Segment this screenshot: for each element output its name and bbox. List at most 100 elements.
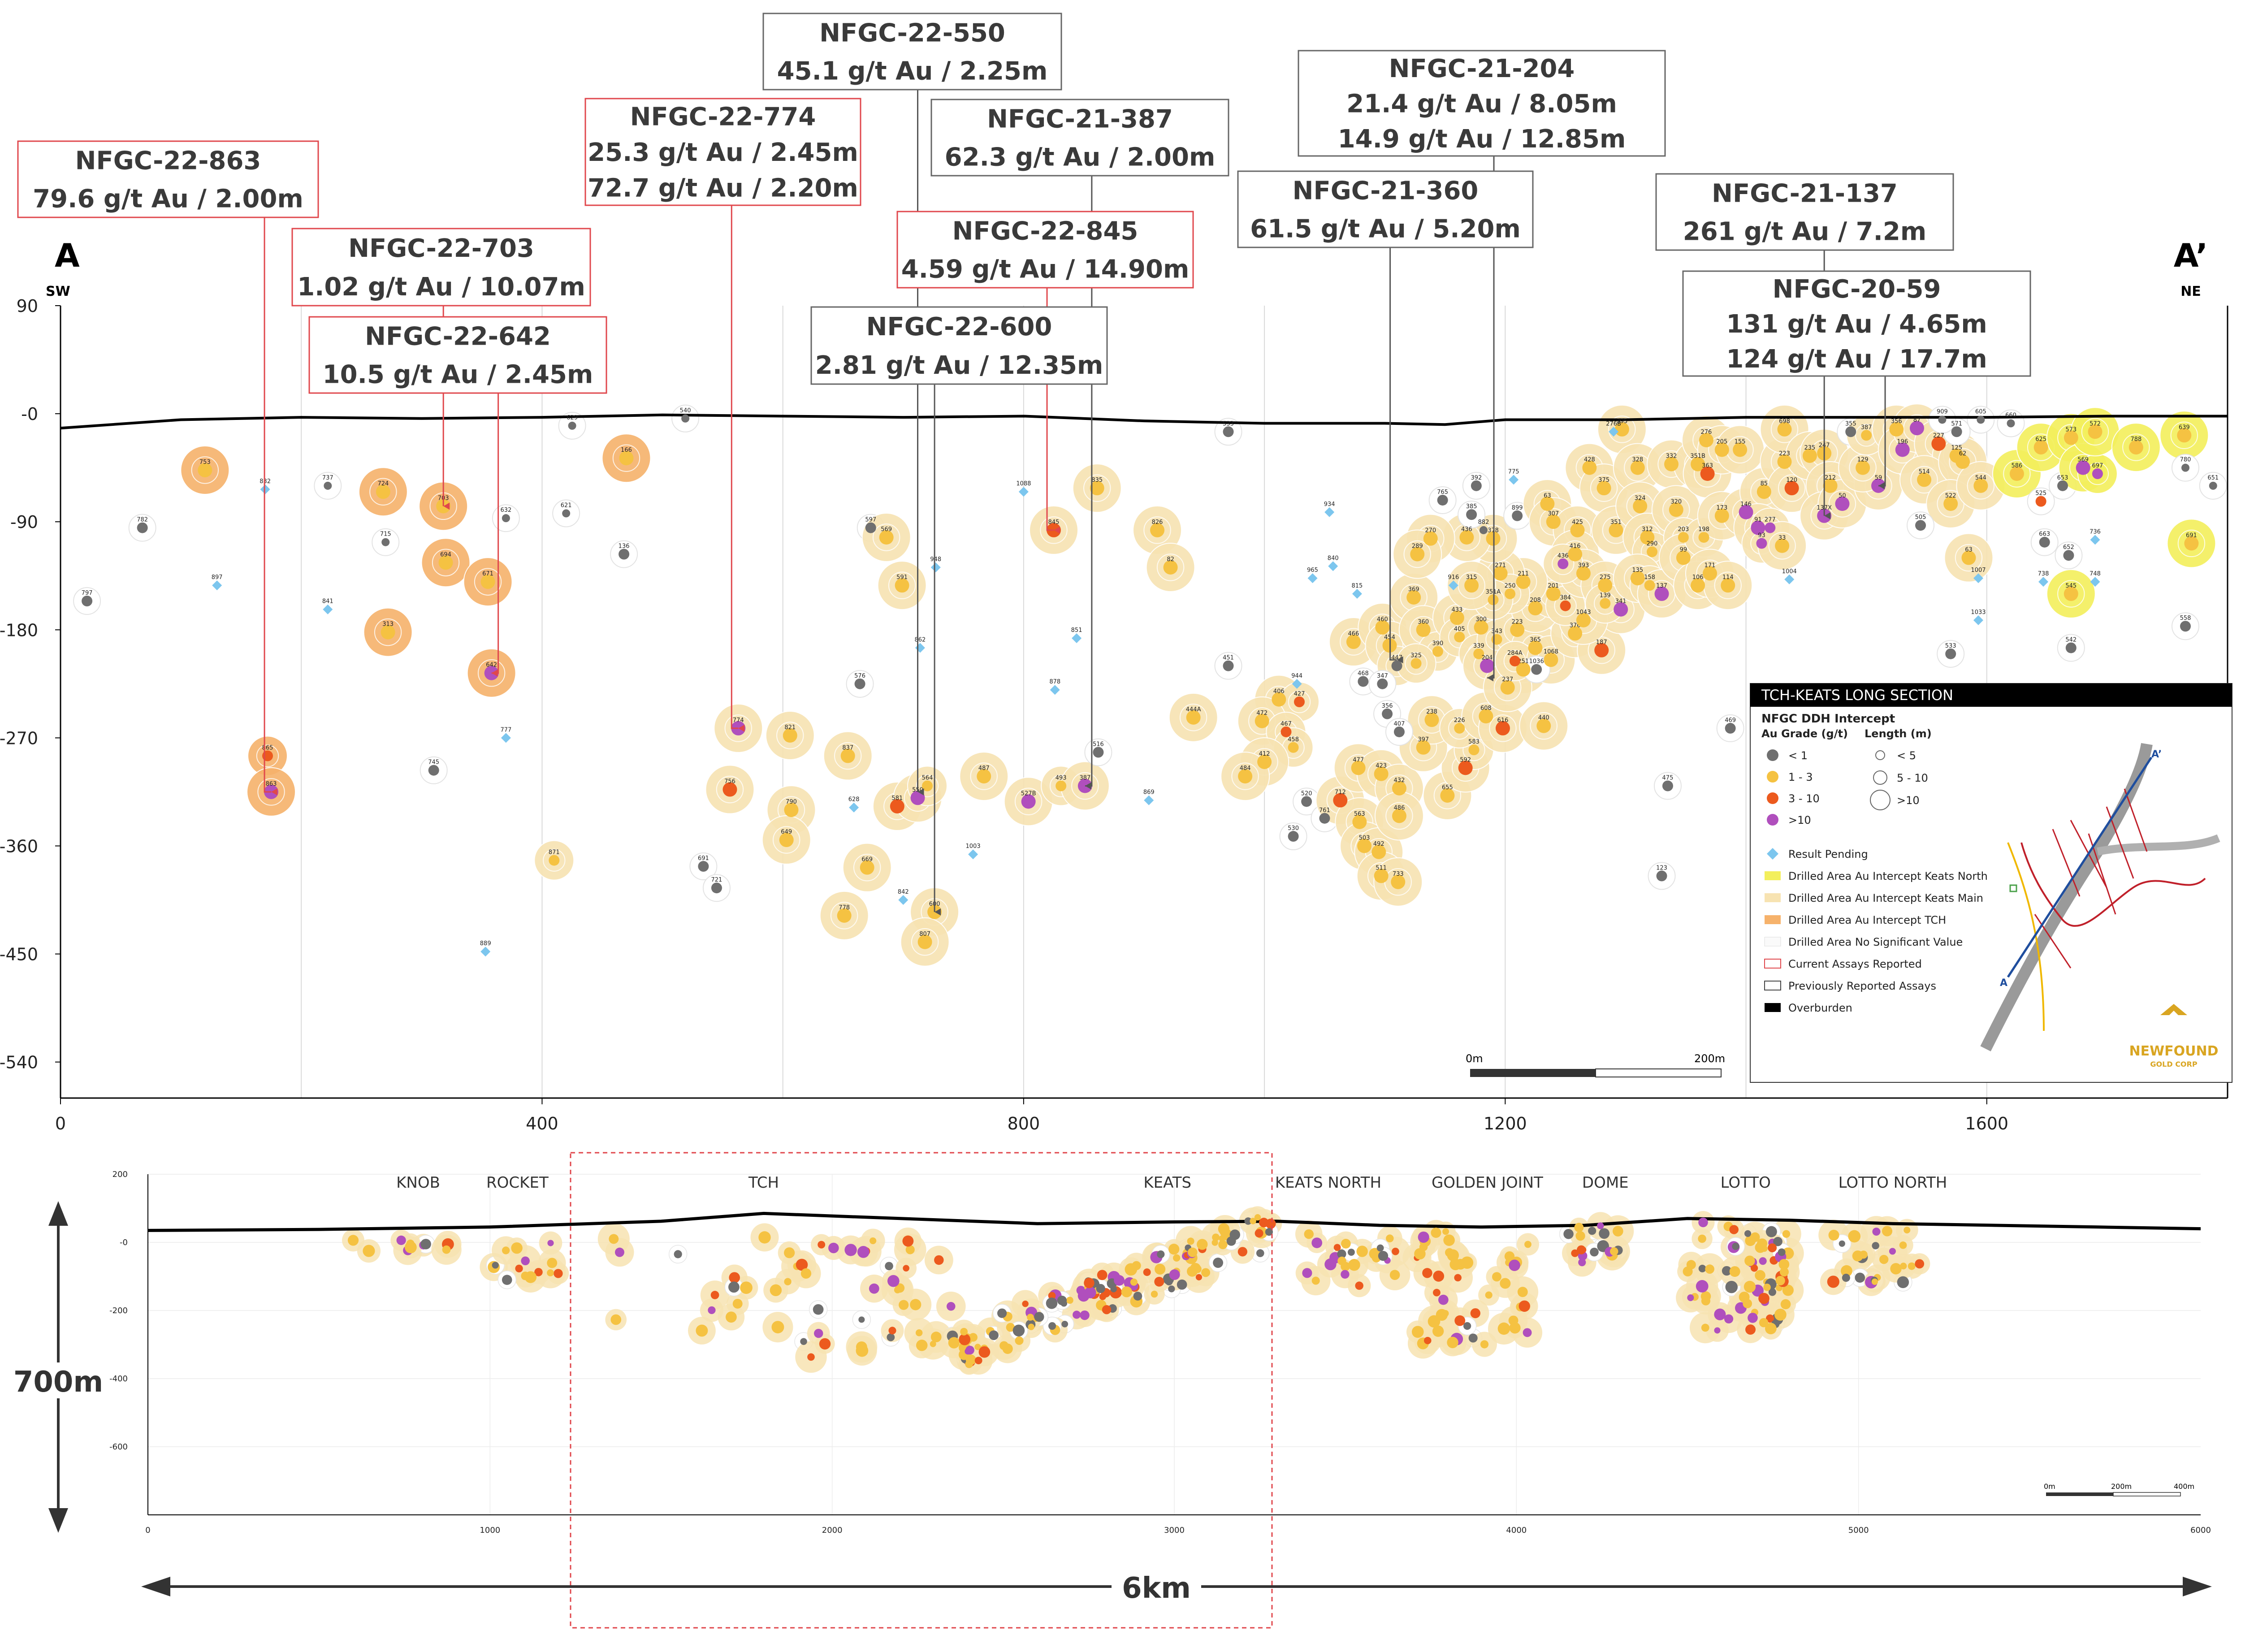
bottom-intercept-dot [1433,1270,1445,1282]
drill-hole-label: 1088 [1016,480,1031,487]
drill-hole-label: 694 [440,551,451,558]
drill-intercept-dot [1656,870,1667,882]
drill-intercept-dot [1698,532,1709,543]
bottom-intercept-dot [800,1338,807,1345]
callout-leader-arrow-icon [1397,656,1403,664]
bottom-intercept-dot [1084,1277,1095,1289]
bottom-intercept-dot [347,1235,359,1246]
legend-title-bar [1750,683,2232,707]
drill-hole-label: 315 [1466,574,1477,581]
drill-intercept-dot [1391,874,1406,889]
drill-intercept-dot [1375,620,1390,635]
drill-hole-label: 351A [1486,588,1501,595]
drill-intercept-dot [1406,590,1421,605]
vertical-dimension: 700m [13,1201,103,1533]
drill-intercept-dot [1510,623,1525,637]
bottom-intercept-dot [1523,1328,1532,1337]
drill-hole-label: 586 [2012,463,2023,469]
drill-hole-label: 390 [1432,640,1443,647]
bottom-intercept-dot [978,1346,991,1358]
drill-hole-label: 129 [1857,457,1869,463]
drill-hole-label: 669 [861,856,873,863]
drill-hole-label: 835 [1091,477,1103,484]
bottom-intercept-dot [1848,1230,1861,1243]
bottom-intercept-dot [674,1250,682,1258]
drill-intercept-dot [1454,631,1465,643]
drill-halo-ring [1910,466,1938,494]
drill-intercept-dot [1777,454,1792,469]
callout-box-nfgc-22-845 [896,211,1194,289]
callout-box-nfgc-22-774 [584,98,861,206]
bottom-intercept-dot [1046,1297,1058,1309]
bottom-intercept-dot [1002,1343,1013,1354]
drill-hole-label: 355 [1845,420,1856,427]
drill-intercept-dot [722,782,737,797]
drill-hole-label: 807 [919,931,930,938]
bottom-intercept-dot [1259,1218,1269,1228]
drill-intercept-dot [376,484,390,499]
bottom-intercept-dot [1872,1242,1879,1250]
drill-halo-ring [432,549,460,576]
bottom-intercept-dot [696,1324,708,1337]
drill-intercept-dot [1056,780,1067,791]
horizontal-dimension: 6km [141,1566,2212,1607]
pending-marker-icon [1973,615,1983,625]
callout-line: 21.4 g/t Au / 8.05m [1346,90,1617,119]
drill-hole-label: 882 [1478,519,1489,526]
drill-intercept-dot [1662,780,1673,791]
bottom-intercept-dot [1311,1237,1323,1248]
bottom-intercept-dot [1576,1245,1586,1254]
drill-hole-label: 99 [1680,547,1687,554]
drill-intercept-dot [1614,602,1628,617]
bottom-intercept-dot [1356,1245,1368,1257]
drill-hole-label: 569 [881,526,892,533]
drill-hole-label: 467 [1281,721,1292,727]
bottom-intercept-dot [930,1341,936,1347]
drill-intercept-dot [1374,766,1389,781]
callout-box-nfgc-22-550 [762,13,1062,91]
bottom-intercept-dot [1048,1292,1056,1300]
drill-hole-label: 469 [1725,717,1736,724]
drill-halo-ring [2081,418,2109,445]
top-scale-end-label: 200m [1694,1052,1725,1065]
drill-halo-ring [1554,594,1577,617]
brand-line-1: NEWFOUND [2129,1043,2218,1059]
drill-halo-ring [191,456,219,484]
bottom-x-tick-label: 4000 [1506,1526,1527,1535]
bottom-intercept-dot [1468,1333,1478,1343]
drill-hole-label: 440 [1538,715,1549,722]
drill-hole-label: 542 [2065,636,2077,643]
top-points: 797 782 897 753 832 865 863 737 841 724 715 313 745 7… [82,407,2219,957]
pending-marker-icon [898,895,909,905]
drill-halo-ring [2057,580,2085,608]
drill-intercept-dot [1301,796,1312,807]
drill-hole-label: 655 [1442,784,1453,791]
drill-halo-ring [773,826,800,854]
bottom-intercept-dot [1433,1289,1441,1297]
drill-halo-ring [1288,690,1311,714]
drill-intercept-dot [1691,578,1705,593]
drill-halo-ring [1590,474,1618,502]
drill-intercept-dot [1784,481,1799,496]
drill-halo-ring [830,902,858,930]
pending-marker-icon [2038,577,2049,587]
top-y-tick-label: -180 [0,620,38,640]
drill-intercept-dot [1464,578,1479,593]
bottom-intercept-dot [1765,1314,1774,1323]
drill-hole-label: 878 [1049,679,1060,685]
drill-hole-label: 33 [1778,535,1786,541]
bottom-intercept-dot [959,1333,971,1345]
pending-marker-icon [1050,685,1060,695]
bottom-intercept-dot [1470,1308,1480,1319]
drill-intercept-dot [1474,620,1488,635]
bottom-intercept-dot [1151,1290,1158,1298]
bottom-intercept-dot [1889,1248,1896,1255]
legend-subtitle: NFGC DDH Intercept [1761,712,1895,726]
bottom-scale-end-label: 400m [2174,1482,2194,1491]
drill-halo-ring [1071,772,1099,800]
bottom-intercept-dot [1840,1265,1852,1277]
callout-line: NFGC-21-204 [1389,54,1575,83]
bottom-intercept-dot [885,1262,893,1271]
bottom-intercept-dot [974,1357,982,1365]
drill-intercept-dot [1917,472,1932,487]
